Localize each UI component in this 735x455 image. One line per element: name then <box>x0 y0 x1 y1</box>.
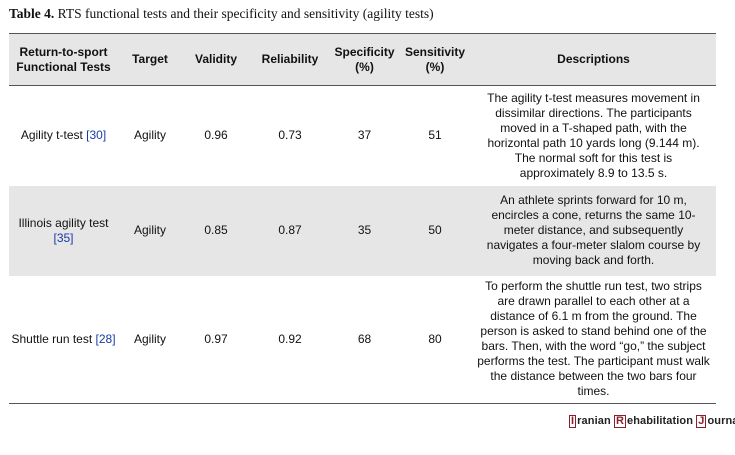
test-name: Illinois agility test <box>18 215 109 230</box>
cell-test: Agility t-test [30] <box>9 86 118 186</box>
journal-word: ranian <box>577 415 614 427</box>
cell-reliability: 0.92 <box>278 331 302 346</box>
cell-description: To perform the shuttle run test, two str… <box>477 279 710 399</box>
cell-target: Agility <box>133 223 166 237</box>
table-title: RTS functional tests and their specifici… <box>54 6 434 21</box>
cell-sensitivity: 51 <box>428 128 442 143</box>
header-target: Target <box>132 52 168 66</box>
table-number: Table 4. <box>9 6 55 21</box>
cell-sensitivity: 80 <box>428 331 442 346</box>
rts-agility-table: Return-to-sport Functional Tests Target … <box>9 33 716 404</box>
header-specificity: Specificity (%) <box>334 44 395 74</box>
cell-target: Agility <box>133 331 166 346</box>
journal-initial-j: J <box>696 415 707 428</box>
table-caption: Table 4. RTS functional tests and their … <box>9 6 434 22</box>
journal-word: ehabilitation <box>626 415 697 427</box>
journal-initial-r: R <box>613 415 626 428</box>
table-row: Illinois agility test [35] Agility 0.85 … <box>9 185 716 276</box>
header-sensitivity: Sensitivity (%) <box>404 44 466 74</box>
table-row: Shuttle run test [28] Agility 0.97 0.92 … <box>9 275 716 404</box>
header-row: Return-to-sport Functional Tests Target … <box>9 33 716 86</box>
header-test: Return-to-sport Functional Tests <box>16 44 111 74</box>
header-reliability: Reliability <box>261 52 319 66</box>
test-name: Agility t-test <box>20 128 87 143</box>
cell-description: The agility t-test measures movement in … <box>487 90 700 180</box>
cell-reliability: 0.73 <box>278 128 302 143</box>
cell-validity: 0.97 <box>204 331 228 346</box>
cell-reliability: 0.87 <box>278 223 302 237</box>
journal-initial-i: I <box>569 415 577 428</box>
reference-link[interactable]: [28] <box>95 331 116 346</box>
cell-validity: 0.85 <box>204 223 228 237</box>
cell-specificity: 37 <box>357 128 372 143</box>
cell-specificity: 35 <box>357 223 372 237</box>
cell-test: Shuttle run test [28] <box>9 276 118 404</box>
reference-link[interactable]: [30] <box>86 128 107 143</box>
reference-link[interactable]: [35] <box>53 230 74 245</box>
test-name: Shuttle run test <box>11 331 96 346</box>
header-descriptions: Descriptions <box>557 52 630 66</box>
cell-sensitivity: 50 <box>428 223 442 237</box>
cell-specificity: 68 <box>357 331 372 346</box>
cell-description: An athlete sprints forward for 10 m, enc… <box>486 193 701 267</box>
cell-target: Agility <box>133 128 166 143</box>
header-validity: Validity <box>194 52 238 66</box>
cell-test: Illinois agility test [35] <box>9 186 118 276</box>
table-row: Agility t-test [30] Agility 0.96 0.73 37… <box>9 85 716 186</box>
cell-validity: 0.96 <box>204 128 228 143</box>
journal-word: ournal <box>707 415 735 427</box>
